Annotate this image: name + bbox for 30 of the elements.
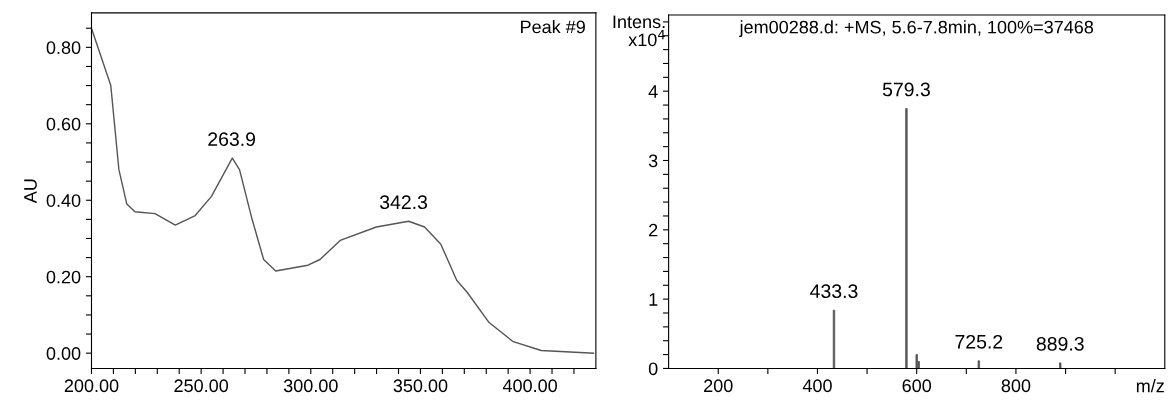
x-tick-label: 350.00 <box>393 379 448 393</box>
x-axis-title: m/z <box>1136 379 1164 393</box>
annotation: 433.3 <box>810 284 858 299</box>
y-axis-title: Intens. x10$^{4}$ <box>613 15 665 47</box>
x-tick-label: 200.00 <box>64 379 119 393</box>
y-tick-label: 3 <box>648 154 658 168</box>
x-tick-label: 250.00 <box>174 379 229 393</box>
annotation: Peak #9 <box>521 20 585 34</box>
y-axis-title: AU <box>24 179 37 204</box>
x-tick-label: 300.00 <box>283 379 338 393</box>
y-tick-label: 0.40 <box>46 194 81 207</box>
x-tick-label: 400.00 <box>502 379 557 393</box>
y-tick-label: 0 <box>648 362 658 376</box>
y-tick-label: 4 <box>648 85 658 98</box>
y-tick-label: 1 <box>649 293 658 306</box>
x-tick-label: 400 <box>802 379 832 393</box>
y-tick-label: 0.80 <box>46 41 81 55</box>
annotation: 342.3 <box>379 195 428 210</box>
y-tick-label: 0.20 <box>46 270 81 284</box>
annotation: 889.3 <box>1036 336 1084 351</box>
y-tick-label: 0.00 <box>46 347 81 360</box>
y-tick-label: 0.60 <box>46 117 81 131</box>
annotation: jem00288.d: +MS, 5.6-7.8min, 100%=37468 <box>739 20 1094 38</box>
x-tick-label: 800 <box>1001 379 1031 393</box>
annotation: 263.9 <box>208 132 256 147</box>
y-tick-label: 2 <box>649 223 658 237</box>
x-tick-label: 200 <box>704 379 733 393</box>
x-tick-label: 600 <box>902 379 932 393</box>
annotation: 579.3 <box>882 82 930 97</box>
annotation: 725.2 <box>955 334 1003 349</box>
